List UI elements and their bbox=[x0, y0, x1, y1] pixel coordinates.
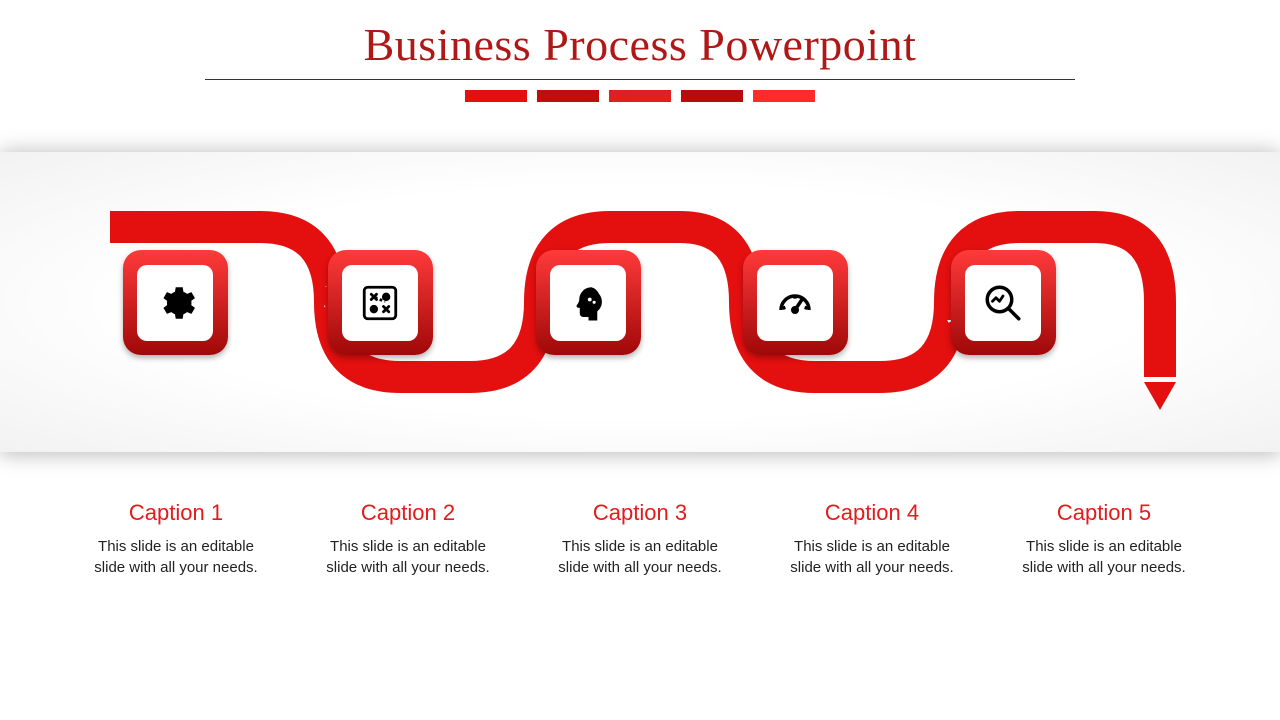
search-analytics-icon bbox=[965, 265, 1041, 341]
caption-title: Caption 5 bbox=[1009, 500, 1199, 526]
process-step bbox=[743, 250, 848, 355]
caption-block: Caption 4 This slide is an editable slide… bbox=[777, 500, 967, 578]
accent-bar bbox=[681, 90, 743, 102]
gear-icon bbox=[137, 265, 213, 341]
caption-block: Caption 3 This slide is an editable slide… bbox=[545, 500, 735, 578]
caption-text: This slide is an editable slide with all… bbox=[313, 536, 503, 578]
accent-bar bbox=[753, 90, 815, 102]
caption-title: Caption 1 bbox=[81, 500, 271, 526]
process-step bbox=[536, 250, 641, 355]
accent-bar bbox=[465, 90, 527, 102]
accent-bars bbox=[0, 90, 1280, 102]
page-title: Business Process Powerpoint bbox=[0, 18, 1280, 71]
caption-text: This slide is an editable slide with all… bbox=[81, 536, 271, 578]
accent-bar bbox=[609, 90, 671, 102]
gauge-icon bbox=[757, 265, 833, 341]
strategy-icon bbox=[342, 265, 418, 341]
title-area: Business Process Powerpoint bbox=[0, 0, 1280, 102]
caption-text: This slide is an editable slide with all… bbox=[545, 536, 735, 578]
accent-bar bbox=[537, 90, 599, 102]
process-step bbox=[951, 250, 1056, 355]
title-underline bbox=[205, 79, 1075, 80]
caption-block: Caption 2 This slide is an editable slide… bbox=[313, 500, 503, 578]
caption-text: This slide is an editable slide with all… bbox=[777, 536, 967, 578]
caption-title: Caption 4 bbox=[777, 500, 967, 526]
captions-row: Caption 1 This slide is an editable slide… bbox=[0, 500, 1280, 578]
caption-block: Caption 5 This slide is an editable slide… bbox=[1009, 500, 1199, 578]
caption-block: Caption 1 This slide is an editable slide… bbox=[81, 500, 271, 578]
flow-container bbox=[0, 152, 1280, 452]
caption-title: Caption 3 bbox=[545, 500, 735, 526]
process-step bbox=[328, 250, 433, 355]
process-step bbox=[123, 250, 228, 355]
head-gears-icon bbox=[550, 265, 626, 341]
caption-text: This slide is an editable slide with all… bbox=[1009, 536, 1199, 578]
caption-title: Caption 2 bbox=[313, 500, 503, 526]
